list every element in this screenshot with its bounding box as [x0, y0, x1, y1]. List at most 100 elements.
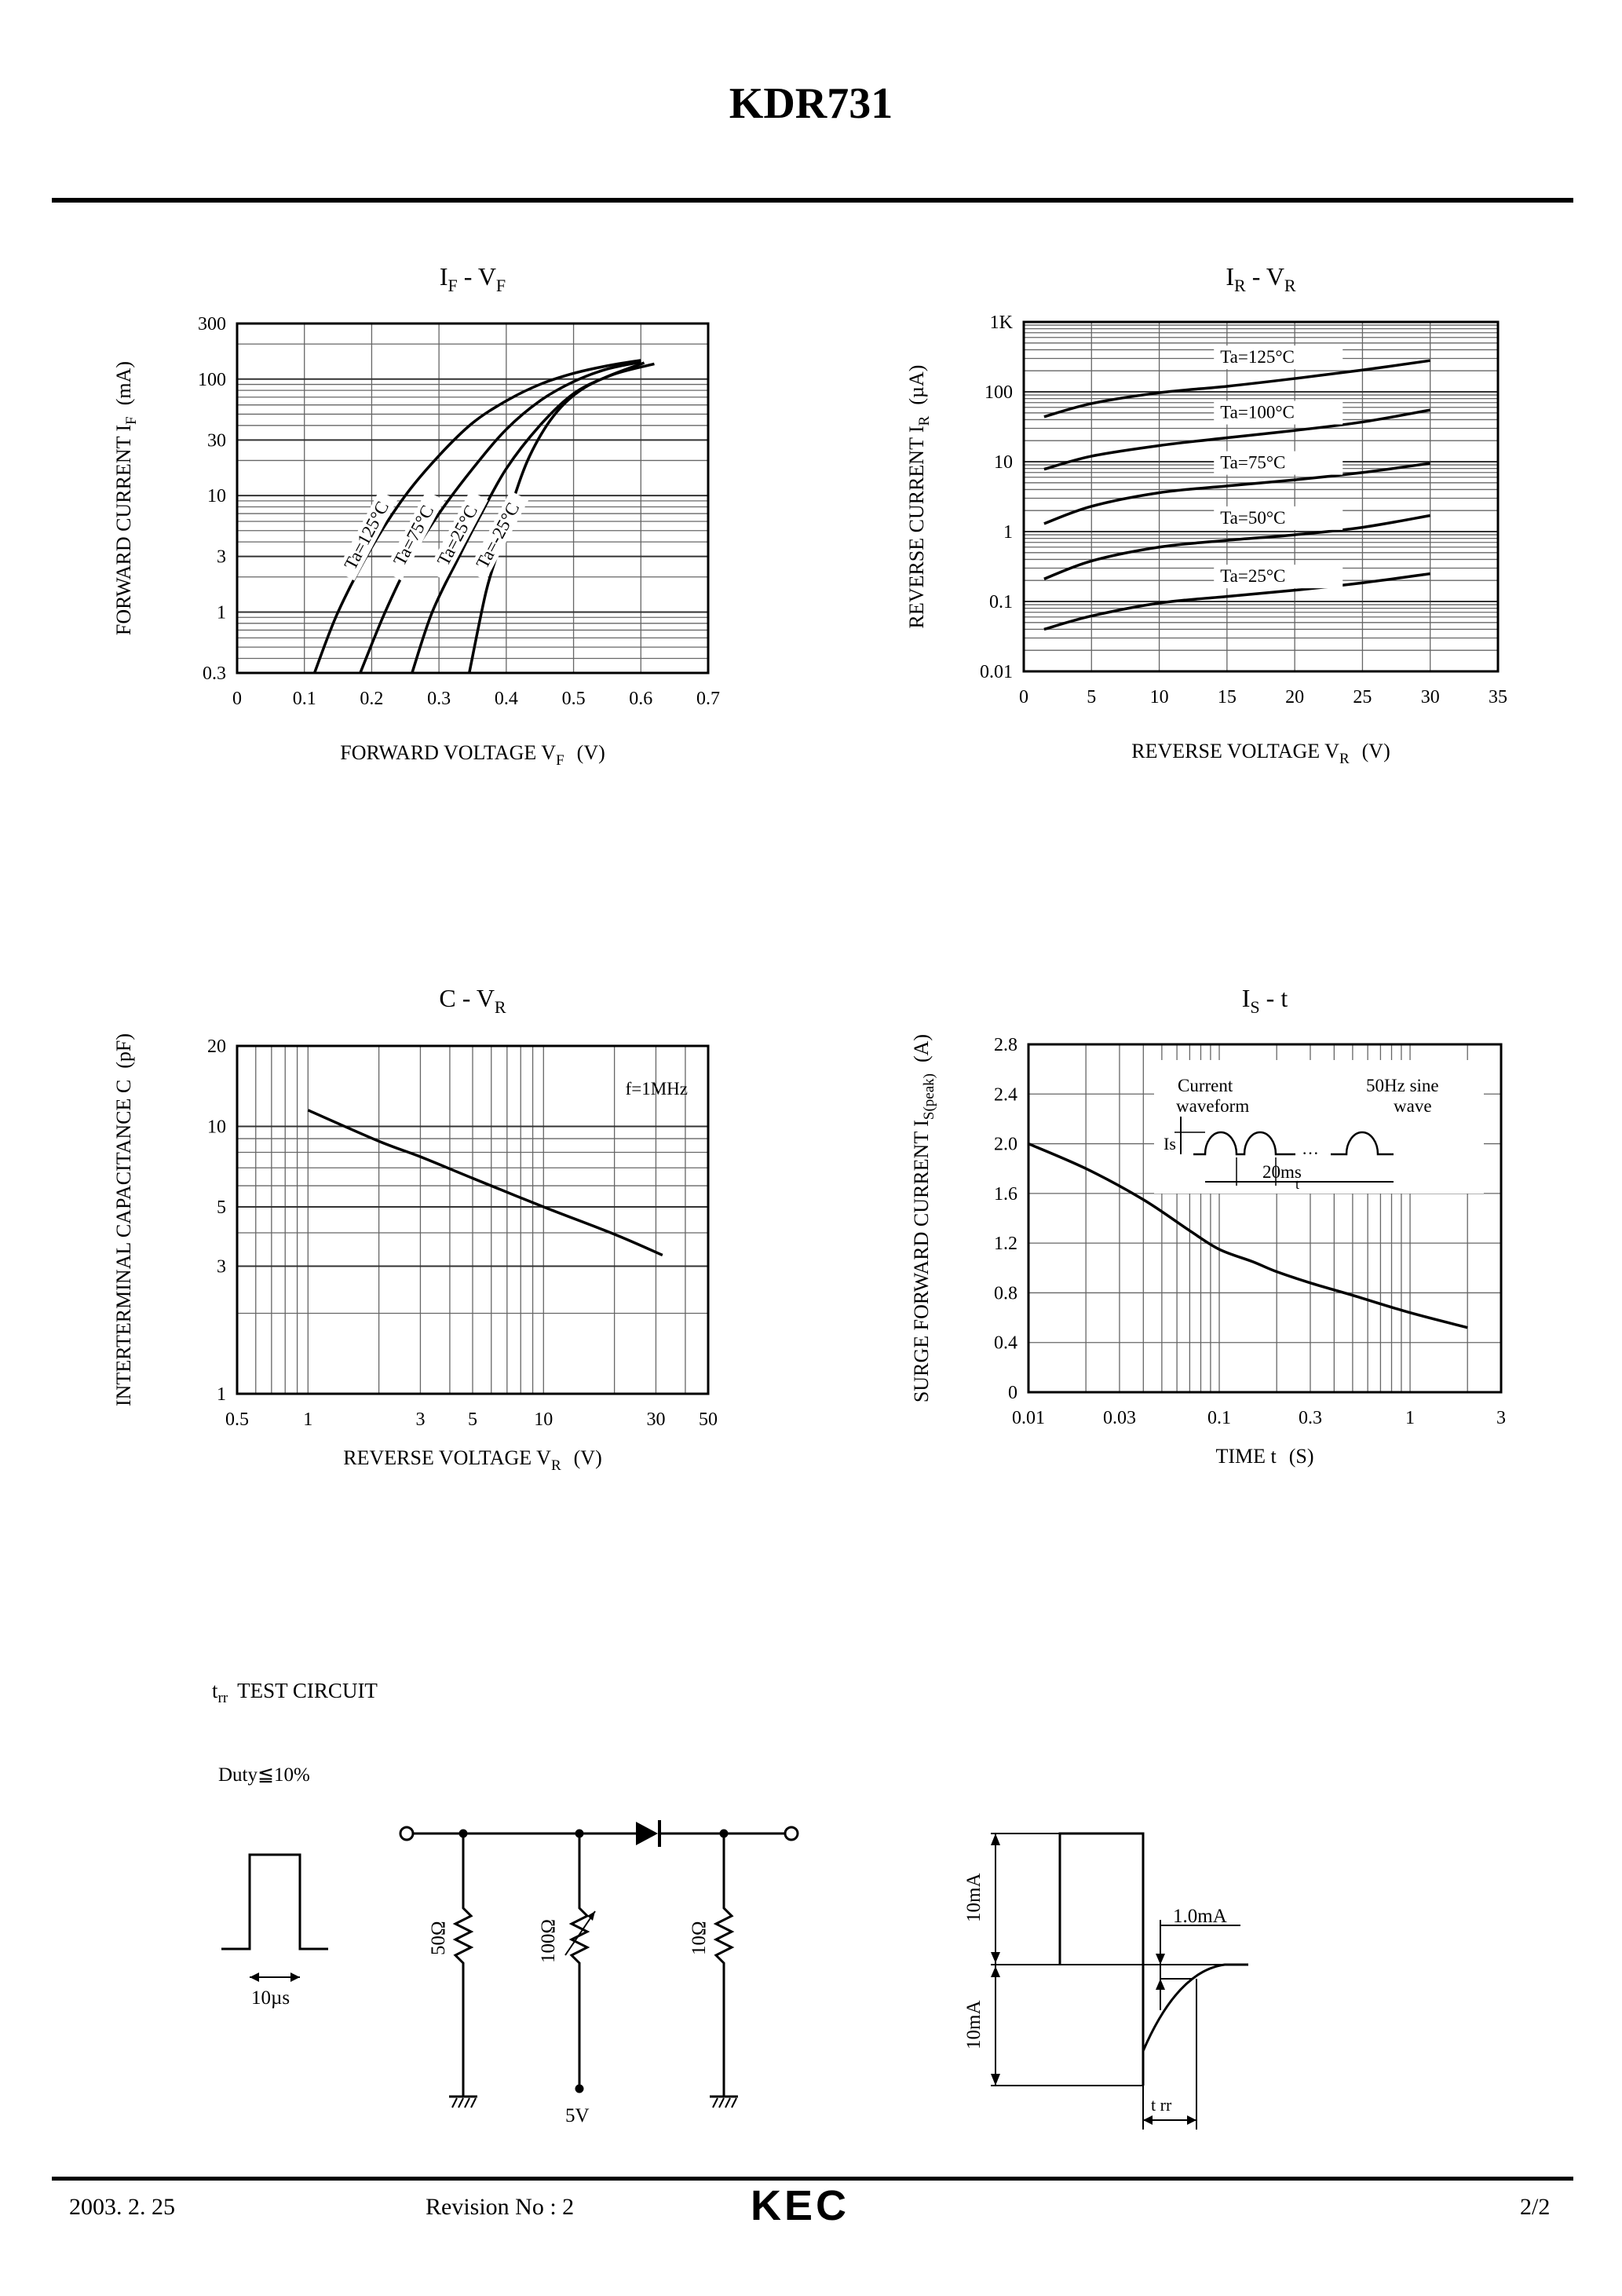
level-arrow-bottom	[1156, 1979, 1165, 1990]
y-tick-label: 2.0	[994, 1135, 1017, 1155]
y-axis-label-unit: (mA)	[112, 361, 135, 405]
y-tick-label: 0.01	[980, 662, 1013, 682]
y-tick-label: 0.8	[994, 1283, 1017, 1303]
series-label-bg	[427, 490, 488, 581]
y-axis-label: FORWARD CURRENT IF (mA)	[112, 361, 140, 635]
chart-if-vf: IF - VF0 0.1 0.2 0.3 0.4 0.5 0.6 0.70.313103010…	[112, 262, 720, 769]
x-axis-label-unit: (V)	[574, 1446, 602, 1469]
pulse-width-arrow-left	[250, 1972, 259, 1982]
x-tick-label: 20	[1285, 687, 1304, 707]
y-tick-label: 0	[1008, 1383, 1017, 1403]
x-tick-label: 0.01	[1012, 1408, 1045, 1428]
series-label-bg	[1214, 451, 1343, 475]
y-axis-label-sub: S(peak)	[921, 1073, 937, 1120]
supply-label: 5V	[565, 2105, 590, 2126]
series-label: Ta=25°C	[1220, 566, 1285, 586]
chart-title-main: I	[1242, 984, 1251, 1012]
plot-frame	[236, 1044, 710, 1395]
chart-title: C - VR	[439, 984, 506, 1017]
series-line	[307, 1109, 663, 1257]
inset-period-label: 20ms	[1262, 1162, 1302, 1182]
resistor-10-label: 10Ω	[689, 1921, 710, 1955]
trr-arrow-left	[1143, 2115, 1153, 2125]
x-tick-label: 1	[1405, 1408, 1415, 1428]
x-axis-label-text: FORWARD VOLTAGE V	[340, 741, 556, 764]
trr-test-circuit: trr TEST CIRCUIT Duty≦10% 10µs 50Ω 100Ω 5…	[212, 1679, 1248, 2130]
y-tick-label: 2.4	[994, 1084, 1017, 1105]
x-axis-label-sub: R	[551, 1457, 561, 1474]
chart-title-sub2: R	[495, 997, 506, 1017]
plot-frame	[1027, 1043, 1503, 1394]
x-axis-label-text: REVERSE VOLTAGE V	[343, 1446, 551, 1469]
chart-title-main: I	[440, 262, 448, 291]
kec-logo: KEC	[751, 2182, 850, 2229]
ground-symbol-1	[449, 2095, 477, 2108]
series-label: Ta=100°C	[1220, 403, 1295, 422]
input-terminal	[399, 1826, 415, 1841]
y-tick-label: 1	[217, 602, 226, 623]
series-line	[468, 362, 655, 674]
series-label: Ta=75°C	[389, 502, 437, 569]
series-label: Ta=125°C	[341, 498, 393, 572]
chart-ir-vr: IR - VR0 5 10 15 20 25 30 350.010.11101001KREVE…	[905, 262, 1507, 767]
x-axis-label-unit: (V)	[577, 741, 605, 764]
chart-title-sub: R	[1234, 276, 1246, 295]
series-line	[1043, 514, 1431, 580]
x-axis-label-unit: (S)	[1289, 1445, 1314, 1468]
chart-title: IF - VF	[440, 262, 506, 295]
pulse-width-label: 10µs	[251, 1987, 290, 2009]
resistor-10-ohm	[713, 1834, 735, 2097]
series-line	[1043, 462, 1430, 525]
chart-title-sep: - V	[1246, 262, 1284, 291]
y-tick-label: 0.4	[994, 1333, 1017, 1354]
y-tick-label: 10	[207, 1117, 226, 1138]
y-tick-label: 300	[198, 314, 226, 335]
y-tick-label: 3	[217, 547, 226, 568]
y-tick-label: 1.2	[994, 1234, 1017, 1254]
footer-revision: Revision No : 2	[426, 2194, 575, 2220]
inset-waveform-label: waveform	[1176, 1096, 1249, 1116]
x-axis-label-sub: R	[1339, 751, 1350, 767]
x-tick-label: 0.3	[1299, 1408, 1322, 1428]
inset-ellipsis: ···	[1302, 1143, 1319, 1163]
y-tick-label: 1	[1003, 522, 1013, 543]
wave-dim-arrow-bottom	[991, 2074, 1000, 2086]
series-label-bg	[1214, 565, 1343, 589]
series-line	[1028, 1142, 1468, 1329]
wave-top-label: 10mA	[963, 1874, 985, 1923]
chart-annotation: f=1MHz	[626, 1079, 688, 1099]
y-axis-label-text: REVERSE CURRENT I	[905, 426, 928, 628]
wave-level-label: 1.0mA	[1173, 1906, 1227, 1927]
chart-title-main: C	[439, 984, 455, 1012]
resistor-50-label: 50Ω	[428, 1921, 449, 1955]
chart-title: IR - VR	[1226, 262, 1296, 295]
x-axis-label-unit: (V)	[1362, 740, 1390, 762]
recovery-curve	[1142, 1963, 1248, 2052]
y-tick-label: 20	[207, 1036, 226, 1057]
trr-label: t rr	[1151, 2095, 1172, 2115]
chart-title-sub2: F	[496, 276, 506, 295]
series-label: Ta=50°C	[1220, 508, 1285, 528]
x-axis-label-text: REVERSE VOLTAGE V	[1131, 740, 1339, 762]
y-tick-label: 100	[985, 382, 1013, 403]
x-tick-label: 10	[534, 1409, 553, 1430]
y-axis-label-sub: F	[123, 416, 140, 425]
x-tick-label: 10	[1150, 687, 1169, 707]
x-tick-label: 25	[1353, 687, 1372, 707]
series-label-bg	[1214, 345, 1343, 370]
y-tick-label: 5	[217, 1197, 226, 1218]
chart-title-sep: - V	[456, 984, 495, 1012]
chart-title-sub2: R	[1284, 276, 1296, 295]
x-tick-label: 0.3	[427, 689, 451, 709]
inset-bg	[1154, 1060, 1484, 1194]
level-arrow-top	[1156, 1954, 1165, 1965]
variable-resistor-arrow	[564, 1910, 596, 1956]
ground-symbol-2	[710, 2095, 738, 2108]
output-waveform	[1058, 1832, 1145, 2086]
x-tick-label: 0.4	[495, 689, 518, 709]
y-tick-label: 2.8	[994, 1035, 1017, 1055]
plot-frame	[1022, 320, 1500, 673]
x-tick-label: 3	[415, 1409, 425, 1430]
x-tick-label: 35	[1489, 687, 1507, 707]
